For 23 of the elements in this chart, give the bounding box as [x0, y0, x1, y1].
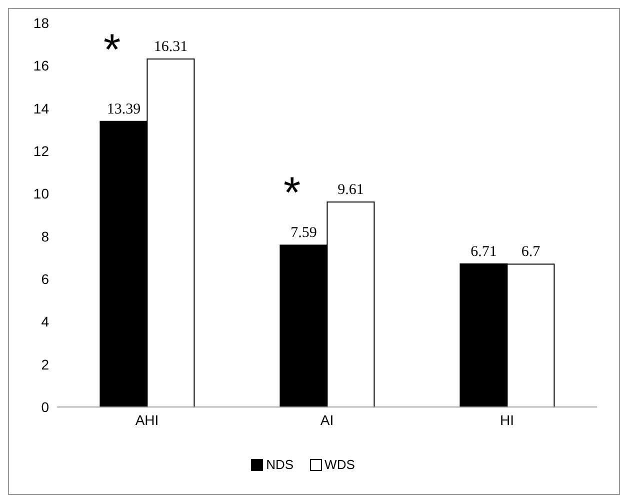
y-tick-label: 4 — [41, 314, 50, 330]
y-tick-label: 12 — [33, 142, 50, 159]
y-tick-label: 16 — [33, 58, 50, 74]
x-tick-label: AI — [320, 412, 334, 428]
legend-label: WDS — [324, 457, 355, 472]
y-tick-label: 0 — [41, 398, 50, 415]
legend-label: NDS — [266, 457, 294, 472]
data-label: 16.31 — [154, 39, 188, 56]
annotation: * — [103, 26, 121, 75]
data-label: 6.71 — [470, 244, 497, 260]
y-tick-label: 8 — [41, 228, 50, 244]
data-label: 7.59 — [290, 225, 317, 242]
data-label: 9.61 — [338, 182, 364, 198]
data-label: 6.7 — [521, 244, 541, 260]
annotation: * — [283, 168, 301, 218]
y-tick-label: 10 — [33, 186, 50, 202]
data-label: 13.39 — [106, 101, 141, 118]
y-tick-label: 14 — [33, 100, 50, 116]
y-tick-label: 18 — [33, 14, 50, 31]
y-tick-label: 6 — [41, 270, 50, 287]
x-tick-label: HI — [500, 412, 514, 428]
y-tick-label: 2 — [41, 356, 50, 372]
x-tick-label: AHI — [135, 412, 159, 428]
